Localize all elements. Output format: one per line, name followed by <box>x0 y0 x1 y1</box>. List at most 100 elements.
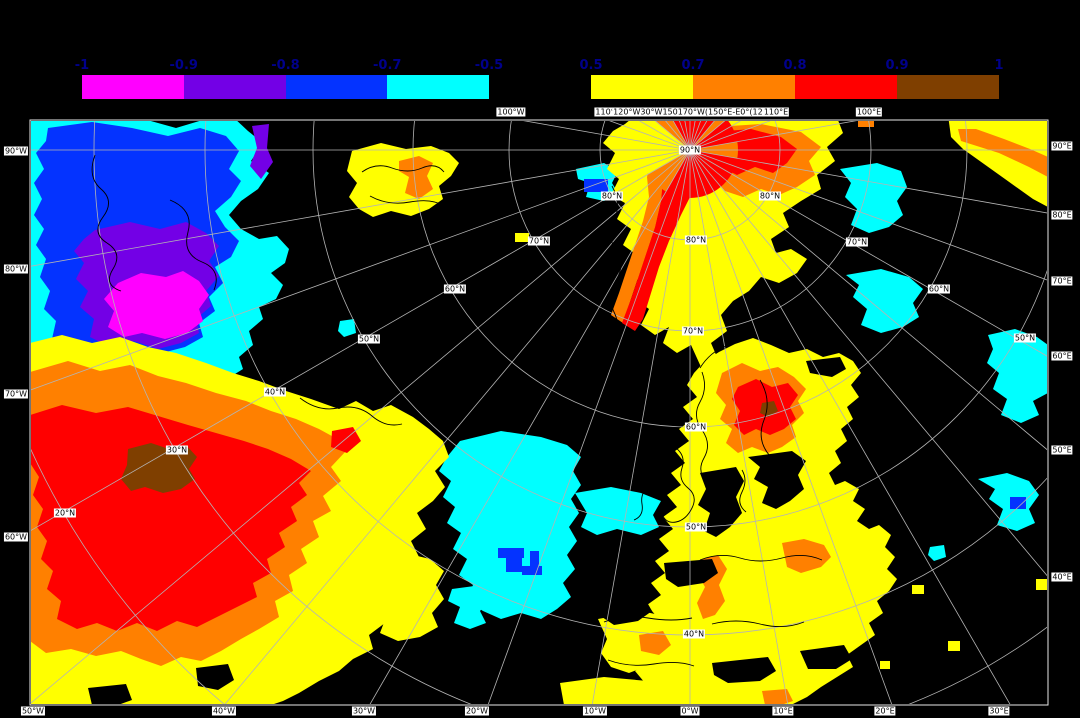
graticule-label: 10°E <box>772 706 794 716</box>
colorbar-negative: -1 -0.9 -0.8 -0.7 -0.5 <box>75 58 503 99</box>
graticule-label: 90°W <box>3 146 29 156</box>
graticule-label: 60°E <box>1051 351 1073 361</box>
data-region <box>439 431 581 619</box>
data-region <box>368 553 444 641</box>
colorbar-segment <box>285 75 388 99</box>
graticule-label: 60°N <box>443 284 467 294</box>
graticule-label: 60°N <box>684 422 708 432</box>
data-region <box>448 585 490 629</box>
data-region <box>522 566 542 575</box>
meridian-line <box>369 149 691 704</box>
colorbar-tick-label: 0.9 <box>885 58 909 73</box>
data-region <box>347 143 459 217</box>
meridian-line <box>487 149 691 704</box>
data-region <box>948 641 960 651</box>
pole-wedge <box>653 150 690 187</box>
data-region <box>88 684 132 704</box>
data-region <box>958 129 1047 177</box>
coastline <box>603 616 693 623</box>
coastline <box>711 620 805 627</box>
colorbar-tick-label: 0.8 <box>783 58 807 73</box>
data-region <box>515 233 529 242</box>
data-region <box>611 158 669 323</box>
colorbar-segment <box>387 75 489 99</box>
colorbar-segment <box>183 75 286 99</box>
meridian-line <box>689 149 893 704</box>
meridian-line <box>689 149 1047 281</box>
graticule-label: 80°N <box>684 235 708 245</box>
graticule-label: 60°N <box>927 284 951 294</box>
data-region <box>846 269 923 333</box>
graticule-label: 90°N <box>678 145 702 155</box>
graticule-label: 50°N <box>1013 333 1037 343</box>
colorbar-tick-label: 0.5 <box>579 58 603 73</box>
pole-wedge <box>644 126 690 150</box>
graticule-label: 70°E <box>1051 276 1073 286</box>
graticule-label: 80°N <box>758 191 782 201</box>
data-region <box>806 357 846 377</box>
graticule-label: 50°W <box>20 706 46 716</box>
data-region <box>912 585 924 594</box>
graticule-label: 110°W <box>594 107 624 117</box>
coastline <box>699 331 755 369</box>
colorbar-segment <box>897 75 999 99</box>
pole-wedge <box>648 150 690 181</box>
graticule-label: 40°W <box>211 706 237 716</box>
data-region <box>506 558 522 572</box>
pole-wedge <box>690 150 732 181</box>
data-region <box>880 661 890 669</box>
meridian-line <box>31 149 691 391</box>
colorbar-positive: 0.5 0.7 0.8 0.9 1 <box>579 58 1004 99</box>
graticule-label: 50°N <box>684 522 708 532</box>
coastline <box>607 659 695 667</box>
data-region <box>762 689 793 704</box>
data-region <box>31 405 311 631</box>
graticule-label: 70°W <box>3 389 29 399</box>
graticule-label: 20°N <box>53 508 77 518</box>
colorbar-tick-label: -0.8 <box>271 58 300 73</box>
graticule-label: 60°W <box>3 532 29 542</box>
meridian-line <box>689 149 1047 451</box>
coastline <box>605 185 622 371</box>
colorbar-segment <box>591 75 693 99</box>
meridian-line <box>591 149 691 704</box>
colorbar-tick-label: -0.7 <box>373 58 402 73</box>
meridian-line <box>689 149 1047 357</box>
coastline <box>633 485 651 521</box>
data-region <box>250 124 273 179</box>
coastline <box>361 165 445 173</box>
data-region <box>858 121 874 127</box>
data-region <box>698 467 744 537</box>
meridian-line <box>689 149 789 704</box>
coastline <box>169 199 217 291</box>
pole-wedge <box>644 150 690 174</box>
graticule-label: 100°E <box>855 107 883 117</box>
data-region <box>338 319 356 337</box>
meridian-line <box>224 149 691 704</box>
colorbar-tick-label: -1 <box>74 58 90 73</box>
pole-wedge <box>659 150 690 192</box>
meridian-line <box>31 149 691 704</box>
colorbar-segment <box>795 75 897 99</box>
colorbar-tick-label: 1 <box>994 58 1004 73</box>
graticule-label: 70°N <box>681 326 705 336</box>
data-region <box>840 163 907 233</box>
data-region <box>639 631 671 655</box>
graticule-label: 30°N <box>165 445 189 455</box>
data-region <box>858 465 910 497</box>
pole-wedge <box>690 150 714 196</box>
graticule-label: 40°N <box>682 629 706 639</box>
meridian-line <box>31 149 691 267</box>
graticule-label: 50°E <box>1051 445 1073 455</box>
graticule-label: 100°W <box>496 107 526 117</box>
meridian-line <box>689 121 857 151</box>
graticule-label: 80°N <box>600 191 624 201</box>
coastline <box>369 195 445 207</box>
colorbar-segment <box>82 75 184 99</box>
colorbar-tick-label: 0.7 <box>681 58 705 73</box>
data-region <box>712 657 776 683</box>
graticule-label: 40°N <box>263 387 287 397</box>
meridian-line <box>31 149 691 531</box>
